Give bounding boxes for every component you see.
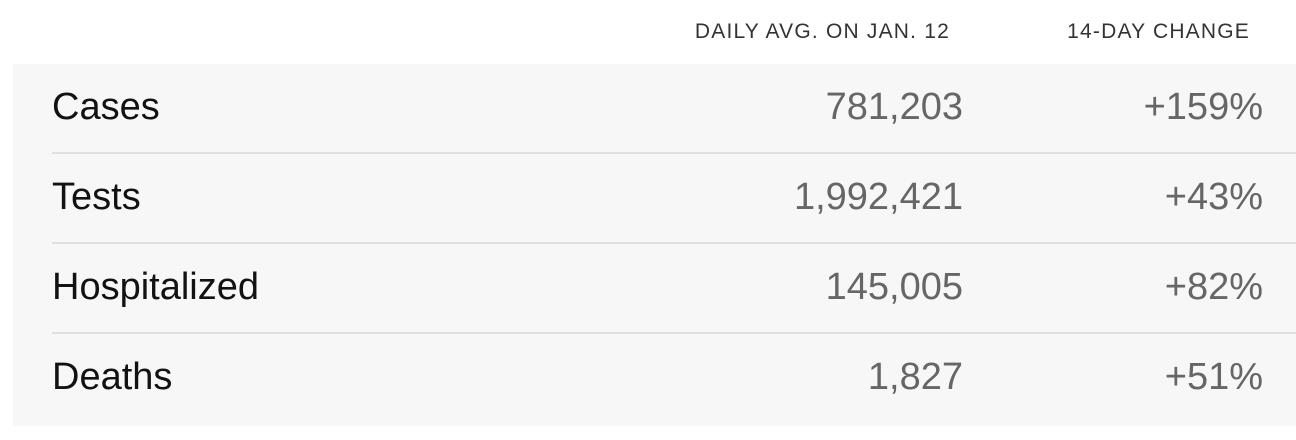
row-label: Tests	[52, 176, 141, 218]
daily-avg-value: 1,992,421	[793, 176, 963, 218]
change-value: +51%	[1164, 356, 1263, 398]
row-label: Cases	[52, 86, 160, 128]
row-divider	[52, 332, 1296, 334]
daily-avg-value: 781,203	[825, 86, 963, 128]
column-header-daily-avg: DAILY AVG. ON JAN. 12	[694, 20, 950, 43]
change-value: +159%	[1143, 86, 1263, 128]
table-header: DAILY AVG. ON JAN. 12 14-DAY CHANGE	[0, 0, 1296, 64]
daily-avg-value: 145,005	[825, 266, 963, 308]
table-row-cases: Cases 781,203 +159%	[52, 64, 1296, 154]
change-value: +43%	[1164, 176, 1263, 218]
stats-table: Cases 781,203 +159% Tests 1,992,421 +43%…	[13, 64, 1296, 426]
table-row-deaths: Deaths 1,827 +51%	[52, 334, 1296, 424]
row-label: Hospitalized	[52, 266, 259, 308]
daily-avg-value: 1,827	[867, 356, 963, 398]
row-label: Deaths	[52, 356, 173, 398]
change-value: +82%	[1164, 266, 1263, 308]
row-divider	[52, 152, 1296, 154]
row-divider	[52, 242, 1296, 244]
table-row-hospitalized: Hospitalized 145,005 +82%	[52, 244, 1296, 334]
column-header-14-day-change: 14-DAY CHANGE	[1067, 20, 1250, 43]
table-row-tests: Tests 1,992,421 +43%	[52, 154, 1296, 244]
